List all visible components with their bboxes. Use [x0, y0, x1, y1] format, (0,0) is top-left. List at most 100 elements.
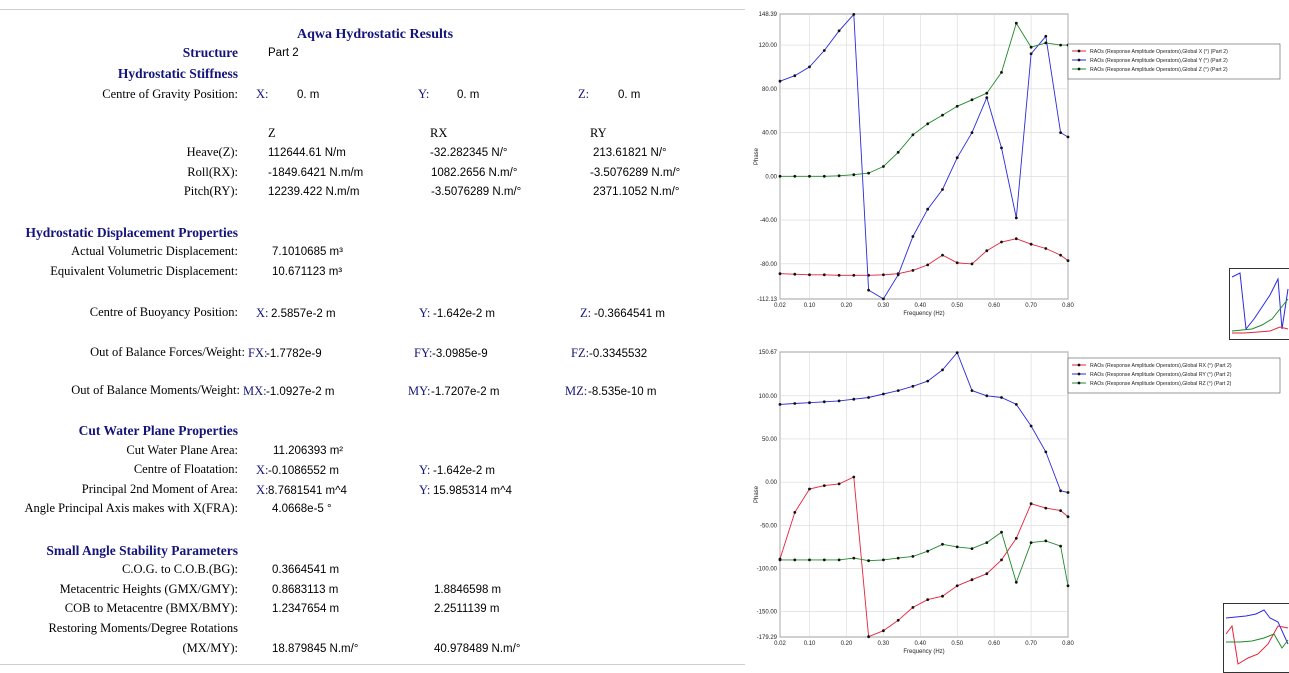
- legend-label: RAOs (Response Amplitude Operators),Glob…: [1090, 58, 1228, 64]
- data-point: [822, 174, 826, 178]
- data-point: [970, 547, 974, 550]
- rao-chart-rotation: 150.67 100.00 50.00 0.00 -50.00 -100.00 -150.0…: [754, 350, 1281, 655]
- metacentric-heights-label: Metacentric Heights (GMX/GMY):: [59, 582, 238, 596]
- data-point: [1000, 240, 1003, 244]
- x-tick-label: 0.40: [914, 641, 926, 647]
- data-point: [808, 401, 811, 405]
- restoring-moments-sublabel: (MX/MY):: [182, 641, 238, 655]
- data-point: [1066, 584, 1070, 588]
- waterplane-area-label: Cut Water Plane Area:: [126, 443, 238, 457]
- balance-my-label: MY:: [408, 384, 431, 398]
- data-point: [955, 545, 959, 549]
- balance-moments-label: Out of Balance Moments/Weight:: [71, 383, 240, 397]
- chart-thumbnail-graphic: [1225, 609, 1289, 665]
- data-point: [985, 249, 989, 253]
- stiffness-cell: 1082.2656 N.m/°: [431, 167, 518, 179]
- x-tick-label: 0.70: [1025, 641, 1037, 647]
- data-point: [926, 122, 930, 126]
- data-point: [852, 556, 856, 560]
- data-point: [1044, 539, 1048, 543]
- data-point: [985, 541, 989, 544]
- data-point: [778, 272, 782, 276]
- floatation-y-label: Y:: [419, 463, 431, 477]
- y-tick-label: -150.00: [757, 610, 778, 616]
- legend-label: RAOs (Response Amplitude Operators),Glob…: [1090, 381, 1232, 387]
- divider: [0, 9, 745, 10]
- balance-fz-value: -0.3345532: [589, 348, 648, 360]
- data-point: [1059, 544, 1062, 548]
- data-point: [1029, 541, 1033, 544]
- x-tick-label: 0.60: [988, 303, 1000, 309]
- y-tick-label: 100.00: [759, 394, 778, 400]
- cog-y-value: 0. m: [457, 89, 480, 101]
- chart-thumbnail-graphic: [1231, 272, 1289, 334]
- stiffness-cell: -1849.6421 N.m/m: [268, 167, 364, 179]
- data-point: [837, 558, 841, 562]
- balance-mz-value: -8.535e-10 m: [588, 386, 657, 398]
- data-point: [911, 269, 915, 272]
- data-point: [926, 207, 930, 211]
- report-title: Aqwa Hydrostatic Results: [296, 27, 454, 42]
- plot-area: [779, 13, 1069, 300]
- data-point: [1044, 34, 1048, 38]
- cob-z-value: -0.3664541 m: [594, 308, 665, 320]
- stiffness-cell: 12239.422 N.m/m: [268, 186, 360, 198]
- data-point: [955, 104, 959, 108]
- section-heading-displacement: Hydrostatic Displacement Properties: [25, 225, 238, 240]
- data-point: [970, 262, 974, 266]
- data-point: [867, 635, 870, 639]
- legend-marker: [1077, 58, 1081, 62]
- data-point: [985, 394, 989, 398]
- x-tick-label: 0.40: [914, 303, 926, 309]
- data-point: [882, 297, 885, 301]
- chart-thumbnail[interactable]: [1229, 268, 1289, 340]
- legend-label: RAOs (Response Amplitude Operators),Glob…: [1090, 49, 1228, 55]
- chart-thumbnail[interactable]: [1223, 603, 1289, 673]
- rao-charts-panel: 148.39 120.00 80.00 40.00 0.00 -40.00 -80.00 -1…: [745, 0, 1289, 673]
- x-tick-label: 0.50: [951, 303, 963, 309]
- data-point: [955, 261, 959, 265]
- data-point: [1000, 558, 1003, 562]
- data-point: [1066, 515, 1070, 519]
- balance-mx-label: MX:: [243, 384, 267, 398]
- data-point: [822, 558, 826, 562]
- data-point: [837, 482, 841, 486]
- second-moment-x-label: X:: [256, 483, 269, 497]
- equivalent-displacement-value: 10.671123 m³: [272, 266, 343, 278]
- data-point: [837, 29, 841, 33]
- balance-mx-value: -1.0927e-2 m: [266, 386, 335, 398]
- legend-marker: [1077, 67, 1081, 71]
- data-point: [911, 555, 915, 558]
- x-tick-label: 0.10: [804, 303, 816, 309]
- data-point: [808, 273, 811, 277]
- balance-fx-value: -1.7782e-9: [266, 348, 322, 360]
- x-tick-label: 0.30: [878, 641, 890, 647]
- floatation-centre-label: Centre of Floatation:: [133, 462, 238, 476]
- data-point: [1044, 247, 1048, 250]
- waterplane-area-value: 11.206393 m²: [273, 445, 344, 457]
- x-tick-label: 0.50: [951, 641, 963, 647]
- second-moment-x-value: 8.7681541 m^4: [268, 485, 347, 497]
- data-point: [985, 572, 989, 576]
- data-point: [926, 263, 930, 267]
- data-point: [852, 475, 856, 479]
- floatation-y-value: -1.642e-2 m: [433, 465, 496, 477]
- stiffness-col-header-z: Z: [268, 126, 276, 140]
- legend-label: RAOs (Response Amplitude Operators),Glob…: [1090, 67, 1228, 73]
- data-point: [808, 174, 811, 178]
- data-point: [970, 98, 974, 102]
- data-point: [1066, 491, 1070, 494]
- x-tick-label: 0.02: [774, 303, 786, 309]
- cob-z-label: Z:: [580, 306, 592, 320]
- stiffness-row-label: Heave(Z):: [186, 145, 238, 159]
- cob-x-label: X:: [256, 306, 269, 320]
- stiffness-row-label: Roll(RX):: [187, 165, 238, 179]
- data-point: [1000, 530, 1003, 534]
- y-axis-label: Phase: [754, 147, 760, 165]
- data-point: [822, 273, 826, 277]
- data-point: [852, 13, 856, 16]
- cob-x-value: 2.5857e-2 m: [271, 308, 336, 320]
- y-tick-label: -100.00: [757, 567, 778, 573]
- y-tick-label: 0.00: [765, 480, 777, 486]
- bg-value: 0.3664541 m: [272, 564, 340, 576]
